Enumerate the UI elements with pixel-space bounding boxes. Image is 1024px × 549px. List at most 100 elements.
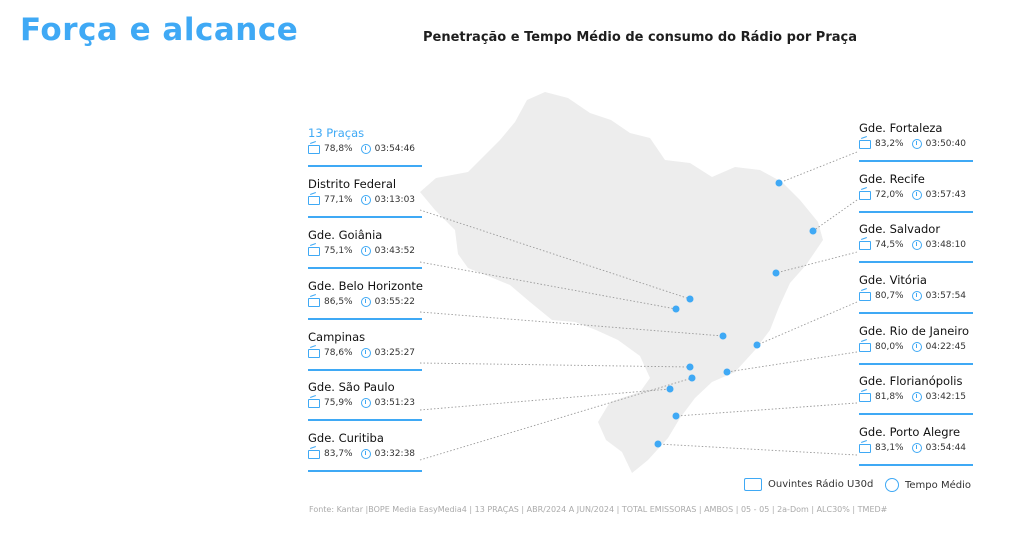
legend-time-label: Tempo Médio (905, 479, 971, 491)
time-value: 03:25:27 (374, 348, 416, 358)
clock-icon (911, 240, 922, 250)
market-label-goiania: Gde. Goiânia 75,1% 03:43:52 (308, 228, 422, 269)
radio-icon (859, 291, 871, 301)
point-vitoria (753, 341, 761, 349)
clock-icon (911, 190, 922, 200)
market-stats: 74,5% 03:48:10 (859, 240, 973, 250)
clock-icon (360, 195, 371, 205)
penetration-value: 75,1% (324, 246, 353, 256)
market-name: Gde. Belo Horizonte (308, 279, 423, 293)
market-stats: 86,5% 03:55:22 (308, 297, 422, 307)
time-value: 03:13:03 (374, 195, 416, 205)
point-sao-paulo-2 (688, 374, 696, 382)
market-label-porto-alegre: Gde. Porto Alegre 83,1% 03:54:44 (859, 425, 973, 466)
time-value: 03:42:15 (925, 392, 967, 402)
point-distrito-federal (686, 295, 694, 303)
point-porto-alegre (654, 440, 662, 448)
clock-icon (360, 398, 371, 408)
market-name: Gde. Rio de Janeiro (859, 324, 970, 338)
market-label-fortaleza: Gde. Fortaleza 83,2% 03:50:40 (859, 121, 973, 162)
underline (308, 165, 422, 167)
penetration-value: 78,6% (324, 348, 353, 358)
penetration-value: 72,0% (875, 190, 904, 200)
time-value: 03:57:54 (925, 291, 967, 301)
market-name: Gde. Fortaleza (859, 121, 943, 135)
time-value: 03:54:46 (374, 144, 416, 154)
penetration-value: 80,0% (875, 342, 904, 352)
underline (859, 363, 973, 365)
connector-lines (419, 151, 858, 461)
point-sao-paulo (666, 385, 674, 393)
market-stats: 80,0% 04:22:45 (859, 342, 973, 352)
market-name: Gde. Salvador (859, 222, 941, 236)
source-note: Fonte: Kantar |BOPE Media EasyMedia4 | 1… (309, 505, 888, 514)
time-value: 03:51:23 (374, 398, 416, 408)
market-name: Gde. Porto Alegre (859, 425, 961, 439)
radio-icon (308, 246, 320, 256)
market-label-vitoria: Gde. Vitória 80,7% 03:57:54 (859, 273, 973, 314)
penetration-value: 83,1% (875, 443, 904, 453)
penetration-value: 74,5% (875, 240, 904, 250)
market-stats: 75,1% 03:43:52 (308, 246, 422, 256)
penetration-value: 80,7% (875, 291, 904, 301)
time-value: 03:43:52 (374, 246, 416, 256)
point-fortaleza (775, 179, 783, 187)
radio-icon (308, 398, 320, 408)
radio-icon (859, 190, 871, 200)
chart-subtitle: Penetração e Tempo Médio de consumo do R… (423, 30, 857, 45)
point-salvador (772, 269, 780, 277)
market-stats: 83,7% 03:32:38 (308, 449, 422, 459)
clock-icon (911, 139, 922, 149)
time-value: 03:48:10 (925, 240, 967, 250)
market-name: Gde. Florianópolis (859, 374, 963, 388)
point-rio-de-janeiro (723, 368, 731, 376)
radio-icon (308, 449, 320, 459)
radio-icon (859, 342, 871, 352)
legend-listeners-label: Ouvintes Rádio U30d (768, 479, 874, 490)
market-stats: 77,1% 03:13:03 (308, 195, 422, 205)
legend-listeners: Ouvintes Rádio U30d (744, 478, 873, 491)
time-value: 03:32:38 (374, 449, 416, 459)
underline (308, 419, 422, 421)
clock-icon (911, 443, 922, 453)
underline (308, 318, 422, 320)
market-stats: 78,8% 03:54:46 (308, 144, 422, 154)
underline (859, 160, 973, 162)
underline (859, 413, 973, 415)
time-value: 03:54:44 (925, 443, 967, 453)
point-florianopolis (672, 412, 680, 420)
market-name: Distrito Federal (308, 177, 397, 191)
radio-icon (308, 348, 320, 358)
market-label-salvador: Gde. Salvador 74,5% 03:48:10 (859, 222, 973, 263)
market-stats: 83,1% 03:54:44 (859, 443, 973, 453)
clock-icon (360, 348, 371, 358)
market-label-rio-de-janeiro: Gde. Rio de Janeiro 80,0% 04:22:45 (859, 324, 973, 365)
legend-time: Tempo Médio (885, 478, 971, 492)
point-campinas (686, 363, 694, 371)
clock-icon (360, 144, 371, 154)
clock-icon (360, 246, 371, 256)
penetration-value: 81,8% (875, 392, 904, 402)
penetration-value: 86,5% (324, 297, 353, 307)
penetration-value: 75,9% (324, 398, 353, 408)
penetration-value: 83,2% (875, 139, 904, 149)
underline (859, 261, 973, 263)
market-name: Gde. Vitória (859, 273, 927, 287)
market-label-sao-paulo: Gde. São Paulo 75,9% 03:51:23 (308, 380, 422, 421)
penetration-value: 83,7% (324, 449, 353, 459)
point-belo-horizonte (719, 332, 727, 340)
clock-icon (360, 449, 371, 459)
brazil-shape (420, 92, 823, 473)
time-value: 03:57:43 (925, 190, 967, 200)
time-value: 03:55:22 (374, 297, 416, 307)
market-label-13-pracas: 13 Praças 78,8% 03:54:46 (308, 126, 422, 167)
clock-icon (360, 297, 371, 307)
market-points (654, 179, 817, 448)
market-label-recife: Gde. Recife 72,0% 03:57:43 (859, 172, 973, 213)
point-goiania (672, 305, 680, 313)
underline (308, 216, 422, 218)
clock-icon (911, 342, 922, 352)
market-name: 13 Praças (308, 126, 365, 140)
market-name: Gde. Curitiba (308, 431, 384, 445)
